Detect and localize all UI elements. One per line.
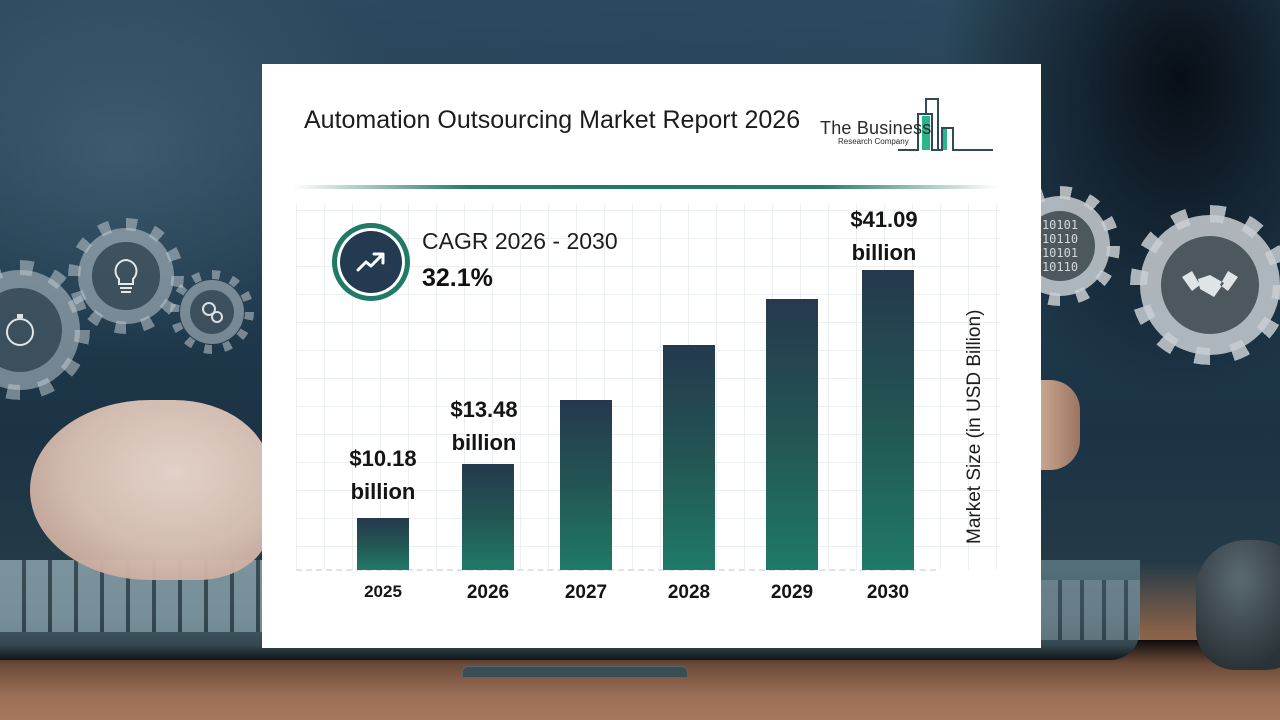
x-label-2028: 2028 (667, 582, 711, 603)
typing-hand (30, 400, 270, 580)
data-label-2030: $41.09 billion (824, 203, 944, 269)
building-bars-icon (898, 98, 993, 151)
logo-line1: The Business (820, 118, 932, 138)
data-label-value: $13.48 (450, 397, 518, 422)
data-label-value: $41.09 (850, 207, 918, 232)
bar-2025 (357, 518, 409, 570)
computer-mouse (1196, 540, 1280, 670)
chart-baseline (296, 569, 936, 571)
cagr-badge (332, 223, 410, 301)
x-label-2030: 2030 (866, 582, 910, 603)
bar-2028 (663, 345, 715, 570)
laptop-notch (462, 666, 688, 678)
trending-up-icon (356, 252, 385, 272)
data-label-2025: $10.18 billion (323, 442, 443, 508)
data-label-unit: billion (350, 479, 416, 504)
y-axis-label: Market Size (in USD Billion) (964, 309, 985, 544)
report-title: Automation Outsourcing Market Report 202… (304, 106, 801, 134)
title-divider (292, 185, 998, 189)
x-label-2027: 2027 (564, 582, 608, 603)
data-label-2026: $13.48 billion (424, 393, 544, 459)
bar-2026 (462, 464, 514, 570)
keyboard-right (1040, 580, 1140, 640)
handshake-gear-icon (1140, 215, 1280, 355)
data-label-value: $10.18 (349, 446, 417, 471)
x-label-2026: 2026 (466, 582, 510, 603)
bar-2027 (560, 400, 612, 570)
stopwatch-gear-icon (0, 270, 80, 390)
cagr-value: 32.1% (422, 264, 493, 292)
bar-2029 (766, 299, 818, 570)
data-label-unit: billion (451, 430, 517, 455)
lightbulb-gear-icon (78, 228, 174, 324)
right-hand (1040, 380, 1080, 470)
x-label-2029: 2029 (770, 582, 814, 603)
company-logo: The Business Research Company (818, 96, 998, 156)
data-label-unit: billion (851, 240, 917, 265)
bar-2030 (862, 270, 914, 570)
logo-line2: Research Company (838, 137, 909, 146)
report-card: Automation Outsourcing Market Report 202… (262, 64, 1041, 648)
cagr-label: CAGR 2026 - 2030 (422, 228, 618, 254)
cogs-gear-icon (180, 280, 244, 344)
x-label-2025: 2025 (364, 582, 402, 601)
